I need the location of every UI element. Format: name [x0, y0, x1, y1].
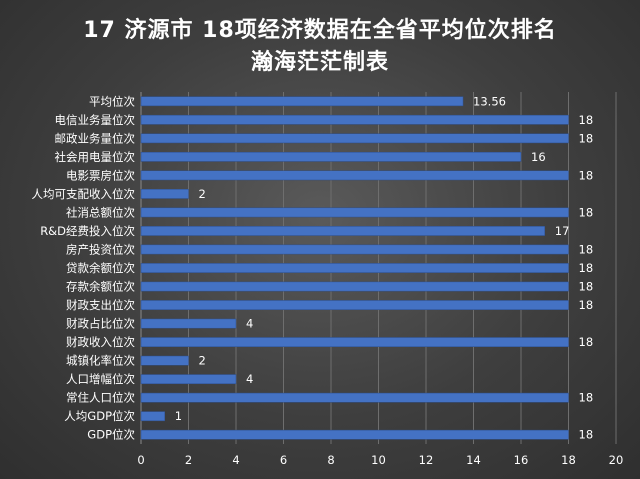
- bar: [140, 374, 237, 385]
- x-tick-label: 18: [561, 453, 576, 467]
- x-tick-label: 4: [232, 453, 239, 467]
- x-tick-label: 20: [609, 453, 624, 467]
- x-tick-label: 12: [419, 453, 434, 467]
- category-label: 财政支出位次: [66, 298, 135, 312]
- category-label: 人口增幅位次: [66, 372, 135, 386]
- category-label: 常住人口位次: [66, 391, 135, 405]
- category-label: 房产投资位次: [66, 242, 135, 256]
- data-label: 18: [579, 280, 594, 294]
- bar: [140, 337, 569, 347]
- data-label: 2: [199, 187, 206, 201]
- data-label: 2: [199, 354, 206, 368]
- bar: [140, 281, 569, 292]
- category-label: 人均GDP位次: [64, 409, 135, 423]
- data-label: 18: [579, 335, 594, 349]
- data-label: 18: [579, 131, 594, 145]
- data-label: 17: [555, 224, 570, 238]
- bar: [140, 411, 165, 422]
- data-label: 4: [246, 372, 253, 386]
- x-tick-label: 10: [371, 453, 386, 467]
- bar: [140, 226, 545, 236]
- category-label: 电信业务量位次: [55, 113, 136, 127]
- bar: [140, 355, 189, 366]
- category-label: 城镇化率位次: [66, 354, 135, 368]
- x-tick-label: 14: [466, 453, 481, 467]
- category-label: 平均位次: [89, 94, 135, 108]
- category-label: R&D经费投入位次: [40, 224, 135, 238]
- x-tick-label: 0: [137, 453, 144, 467]
- bar: [140, 189, 189, 199]
- category-label: 邮政业务量位次: [55, 131, 136, 145]
- x-tick-label: 6: [280, 453, 287, 467]
- chart-title: 17 济源市 18项经济数据在全省平均位次排名: [83, 18, 557, 43]
- category-label: 贷款余额位次: [66, 261, 135, 275]
- data-label: 18: [579, 391, 594, 405]
- bar: [140, 244, 569, 255]
- x-tick-label: 2: [185, 453, 192, 467]
- category-label: 财政收入位次: [66, 335, 135, 349]
- chart-subtitle: 瀚海茫茫制表: [250, 50, 389, 75]
- data-label: 16: [531, 150, 546, 164]
- x-tick-label: 8: [327, 453, 334, 467]
- category-label: 电影票房位次: [66, 168, 135, 182]
- data-label: 18: [579, 113, 594, 127]
- bar: [140, 96, 464, 107]
- category-label: 存款余额位次: [66, 280, 135, 294]
- category-label: 财政占比位次: [66, 317, 135, 331]
- data-label: 18: [579, 261, 594, 275]
- data-label: 18: [579, 298, 594, 312]
- data-label: 13.56: [473, 94, 506, 108]
- bar: [140, 170, 569, 181]
- category-label: GDP位次: [87, 428, 135, 442]
- category-label: 人均可支配收入位次: [32, 187, 136, 201]
- bar: [140, 151, 522, 162]
- bar: [140, 133, 569, 144]
- bar: [140, 300, 569, 310]
- data-label: 18: [579, 428, 594, 442]
- data-label: 4: [246, 317, 253, 331]
- data-label: 18: [579, 168, 594, 182]
- category-label: 社消总额位次: [66, 205, 135, 219]
- data-label: 18: [579, 205, 594, 219]
- bar: [140, 114, 569, 125]
- data-label: 1: [175, 409, 182, 423]
- bar: [140, 392, 569, 403]
- x-tick-label: 16: [514, 453, 529, 467]
- bar: [140, 318, 237, 329]
- bar: [140, 429, 569, 440]
- bar: [140, 263, 569, 273]
- category-label: 社会用电量位次: [55, 150, 136, 164]
- bar: [140, 207, 569, 218]
- data-label: 18: [579, 242, 594, 256]
